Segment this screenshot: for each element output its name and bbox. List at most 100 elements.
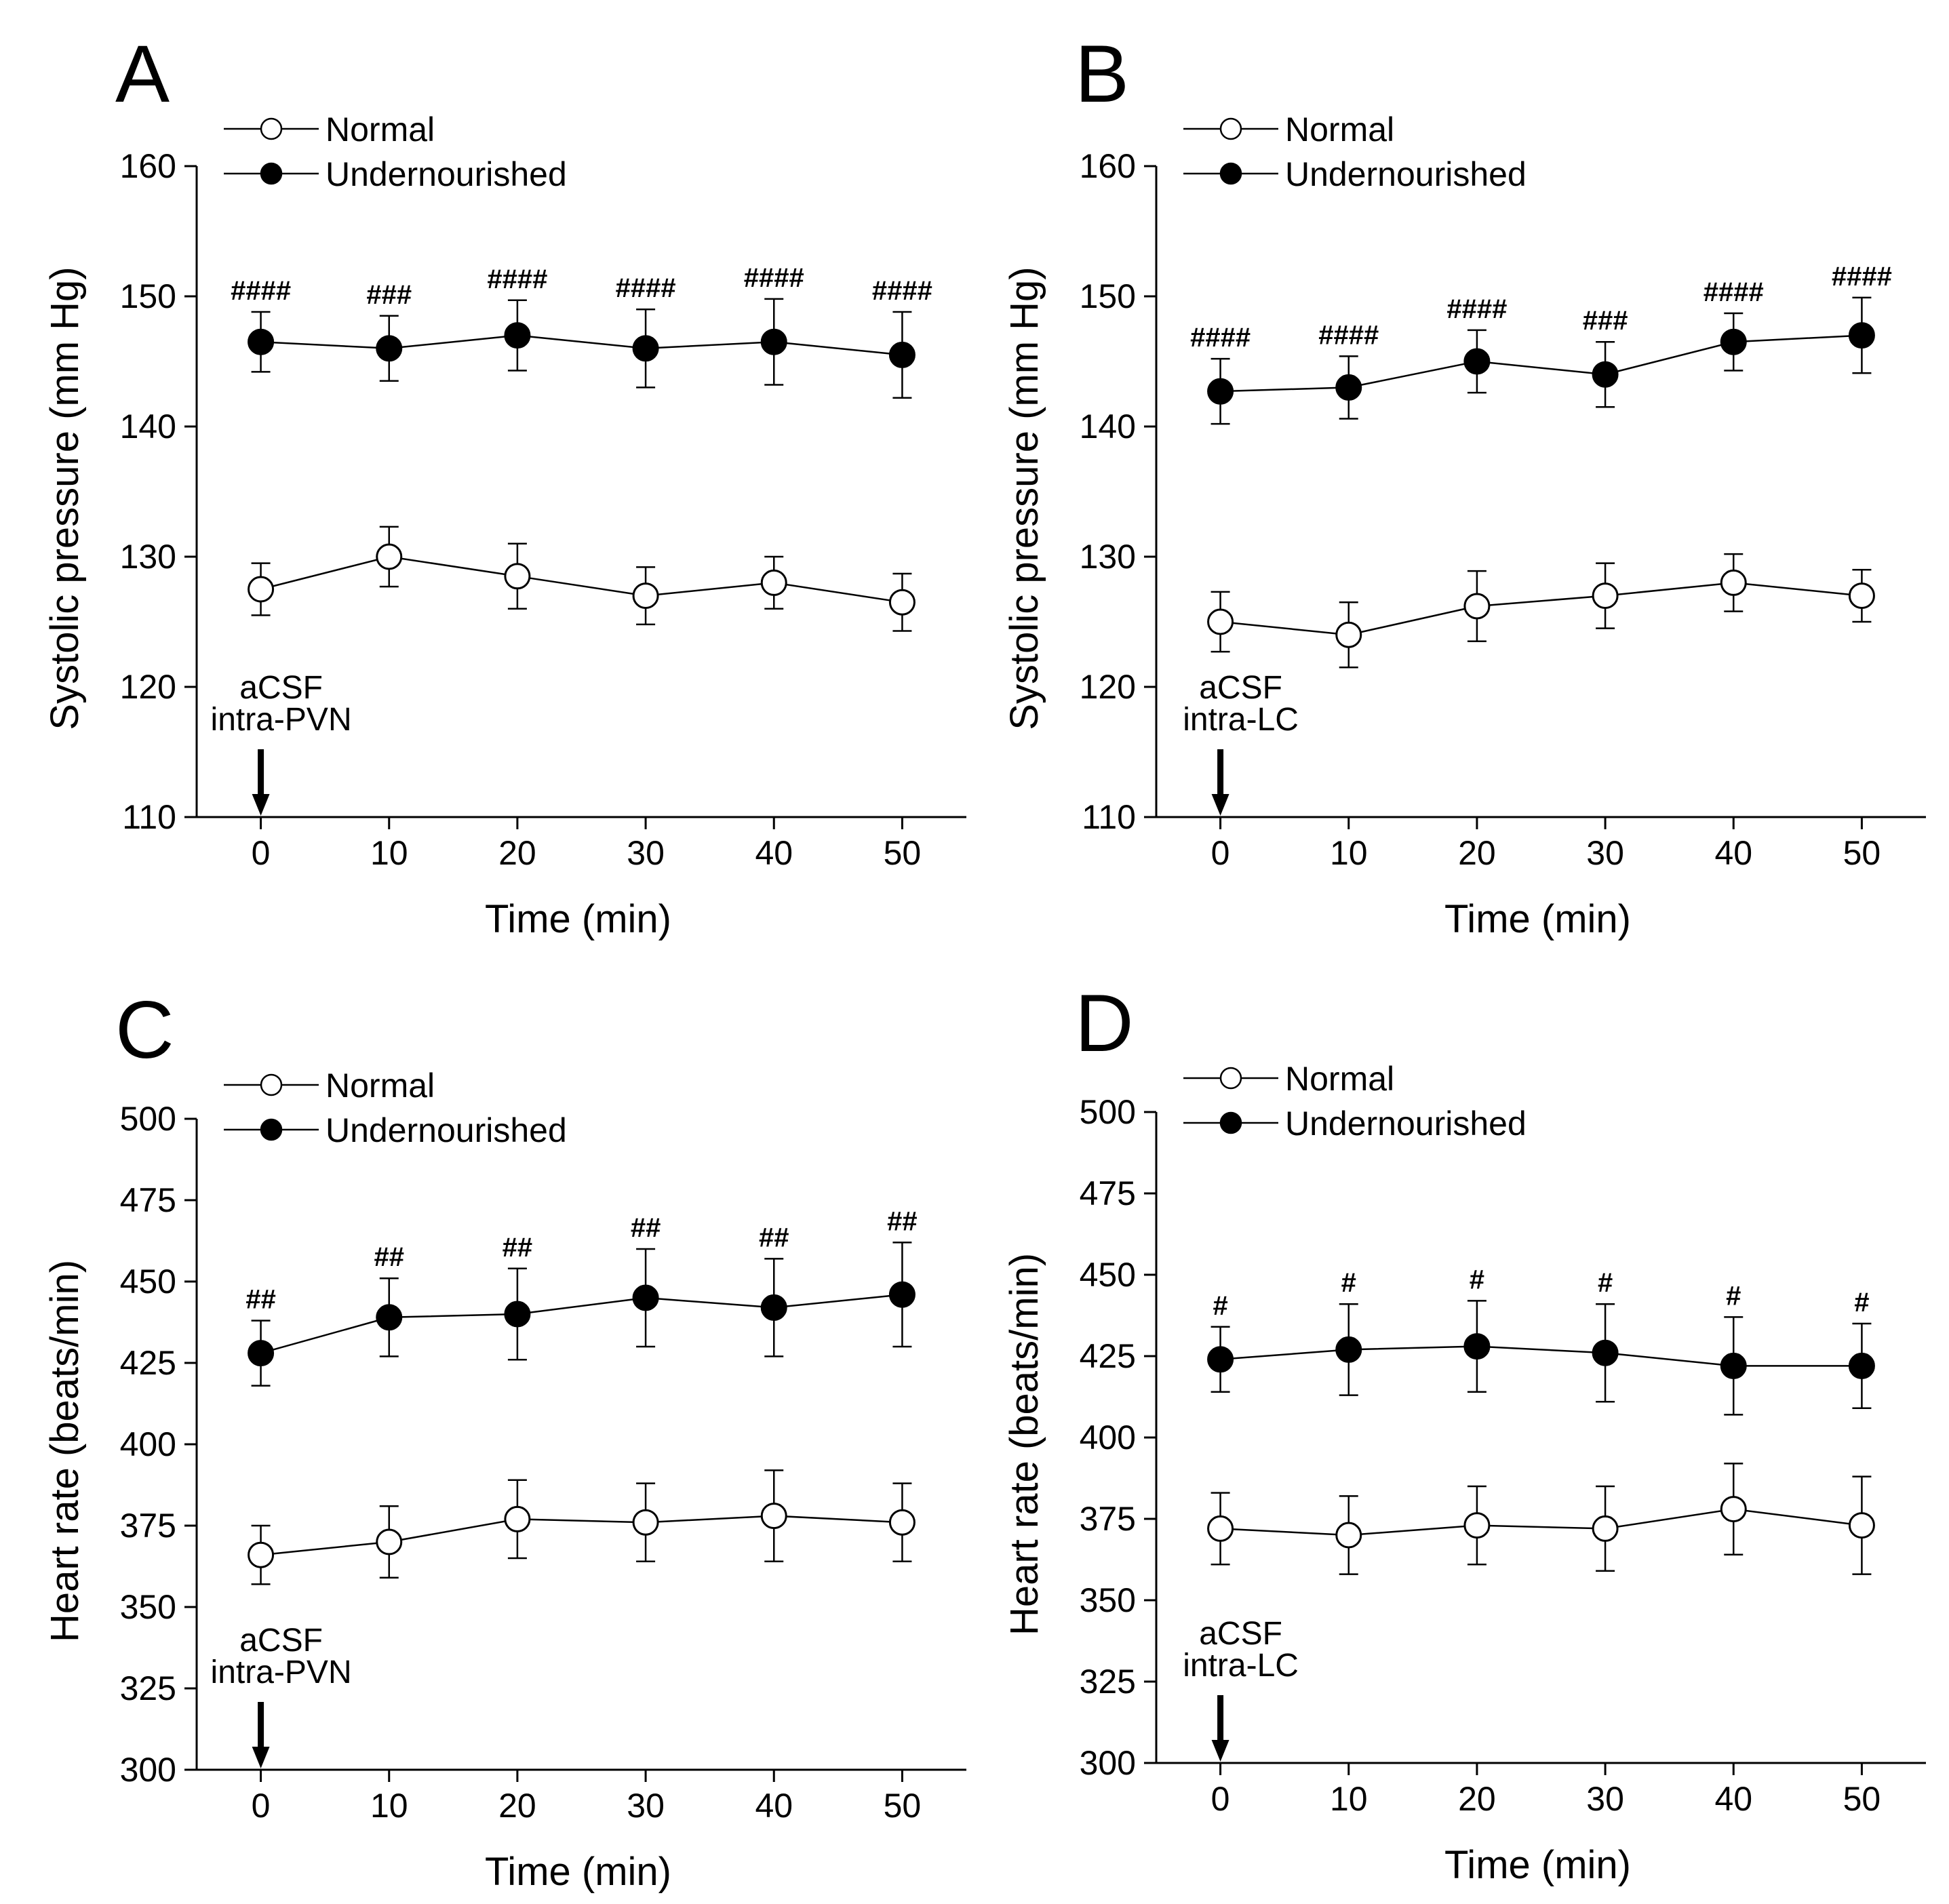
- y-tick-label: 110: [1082, 798, 1136, 836]
- legend-label: Normal: [326, 111, 435, 148]
- x-tick-label: 10: [1330, 1780, 1368, 1818]
- significance-label: ####: [1704, 277, 1764, 307]
- significance-label: ##: [503, 1233, 533, 1263]
- x-tick-label: 50: [884, 834, 922, 872]
- data-point-filled: [888, 341, 916, 368]
- data-point-filled: [376, 335, 403, 362]
- x-tick-label: 40: [1714, 834, 1752, 872]
- y-tick-label: 160: [1080, 147, 1136, 185]
- significance-label: #: [1726, 1281, 1741, 1311]
- series-undernourished: #######################: [231, 263, 932, 399]
- x-tick-label: 0: [1211, 834, 1230, 872]
- x-tick-label: 0: [252, 834, 271, 872]
- significance-label: ##: [887, 1206, 918, 1236]
- significance-label: ##: [631, 1213, 661, 1243]
- legend-marker-filled: [260, 1118, 283, 1141]
- y-tick-label: 450: [120, 1263, 176, 1301]
- series-line: [1220, 582, 1862, 636]
- y-tick-label: 130: [1080, 538, 1136, 576]
- y-tick-label: 475: [120, 1181, 176, 1219]
- data-point-filled: [1592, 1339, 1619, 1366]
- x-tick-label: 20: [498, 834, 536, 872]
- legend-label: Normal: [326, 1067, 435, 1105]
- annotation-line-2: intra-LC: [1183, 1648, 1299, 1684]
- y-axis-label: Systolic pressure (mm Hg): [43, 266, 87, 730]
- significance-label: ###: [1583, 306, 1628, 336]
- significance-label: #: [1470, 1265, 1484, 1294]
- data-point-open: [888, 589, 916, 616]
- arrow-head: [1211, 1740, 1229, 1762]
- legend-marker-filled: [260, 162, 283, 185]
- x-tick-label: 40: [755, 834, 793, 872]
- x-axis-label: Time (min): [485, 897, 671, 941]
- series-undernourished: ## ## ## ## ## ##: [245, 1206, 918, 1387]
- data-point-filled: [888, 1281, 916, 1308]
- significance-label: ##: [759, 1223, 789, 1252]
- y-tick-label: 500: [1080, 1093, 1136, 1131]
- data-point-filled: [760, 1294, 787, 1321]
- x-tick-label: 50: [1843, 1780, 1881, 1818]
- data-point-filled: [1463, 1333, 1491, 1360]
- significance-label: ####: [231, 276, 291, 306]
- series-normal: [248, 1469, 916, 1585]
- y-tick-label: 325: [120, 1669, 176, 1707]
- data-point-open: [504, 563, 531, 590]
- y-tick-label: 350: [1080, 1581, 1136, 1619]
- x-tick-label: 0: [252, 1787, 271, 1825]
- data-point-open: [1592, 1515, 1619, 1542]
- significance-label: ####: [1446, 294, 1507, 324]
- arrow-head: [252, 1747, 270, 1768]
- data-point-open: [376, 1528, 403, 1555]
- x-axis-label: Time (min): [1444, 1843, 1631, 1887]
- x-tick-label: 20: [1458, 1780, 1496, 1818]
- y-tick-label: 375: [1080, 1500, 1136, 1538]
- x-tick-label: 10: [370, 834, 408, 872]
- series-line: [260, 555, 903, 603]
- annotation-line-2: intra-LC: [1183, 702, 1299, 738]
- y-tick-label: 425: [1080, 1337, 1136, 1375]
- series-normal: [1207, 1463, 1875, 1575]
- legend-label: Undernourished: [1285, 155, 1527, 193]
- series-line: [260, 1515, 903, 1556]
- y-tick-label: 160: [120, 147, 176, 185]
- legend-marker-open: [1219, 117, 1242, 140]
- annotation-line-1: aCSF: [239, 1623, 323, 1659]
- series-normal: [248, 525, 916, 632]
- data-point-filled: [1720, 1352, 1747, 1379]
- panel-letter: D: [1075, 978, 1134, 1069]
- x-tick-label: 10: [370, 1787, 408, 1825]
- data-point-open: [1592, 582, 1619, 610]
- panel-a: A 110 120 130 140 150 160 0 10 20 30 40 50 Time (min)…: [43, 28, 966, 941]
- y-tick-label: 140: [120, 408, 176, 445]
- panel-c: C 300 325 350 375 400 425 450 475 500 0 10 20 30 40 50 T…: [43, 985, 966, 1894]
- data-point-filled: [632, 1284, 659, 1311]
- legend-label: Normal: [1285, 111, 1394, 148]
- data-point-filled: [248, 1340, 275, 1367]
- data-point-open: [1207, 608, 1234, 635]
- x-tick-label: 20: [498, 1787, 536, 1825]
- data-point-filled: [1848, 322, 1875, 349]
- legend-marker-open: [260, 117, 283, 140]
- panel-letter: C: [115, 985, 174, 1075]
- significance-label: ####: [487, 264, 547, 294]
- data-point-open: [504, 1505, 531, 1532]
- y-tick-label: 350: [120, 1588, 176, 1626]
- y-tick-label: 300: [120, 1751, 176, 1789]
- legend-marker-filled: [1219, 162, 1242, 185]
- x-axis-label: Time (min): [485, 1850, 671, 1894]
- data-point-open: [1207, 1515, 1234, 1542]
- data-point-open: [632, 582, 659, 610]
- significance-label: ##: [374, 1242, 405, 1272]
- data-point-open: [760, 569, 787, 596]
- data-point-filled: [248, 328, 275, 355]
- series-normal: [1207, 553, 1875, 669]
- data-point-open: [760, 1503, 787, 1530]
- data-point-filled: [632, 335, 659, 362]
- significance-label: ###: [366, 280, 412, 310]
- series-line: [1220, 334, 1862, 393]
- x-tick-label: 0: [1211, 1780, 1230, 1818]
- x-tick-label: 50: [884, 1787, 922, 1825]
- annotation-line-1: aCSF: [239, 670, 323, 706]
- series-line: [260, 1293, 903, 1354]
- annotation-line-1: aCSF: [1199, 670, 1282, 706]
